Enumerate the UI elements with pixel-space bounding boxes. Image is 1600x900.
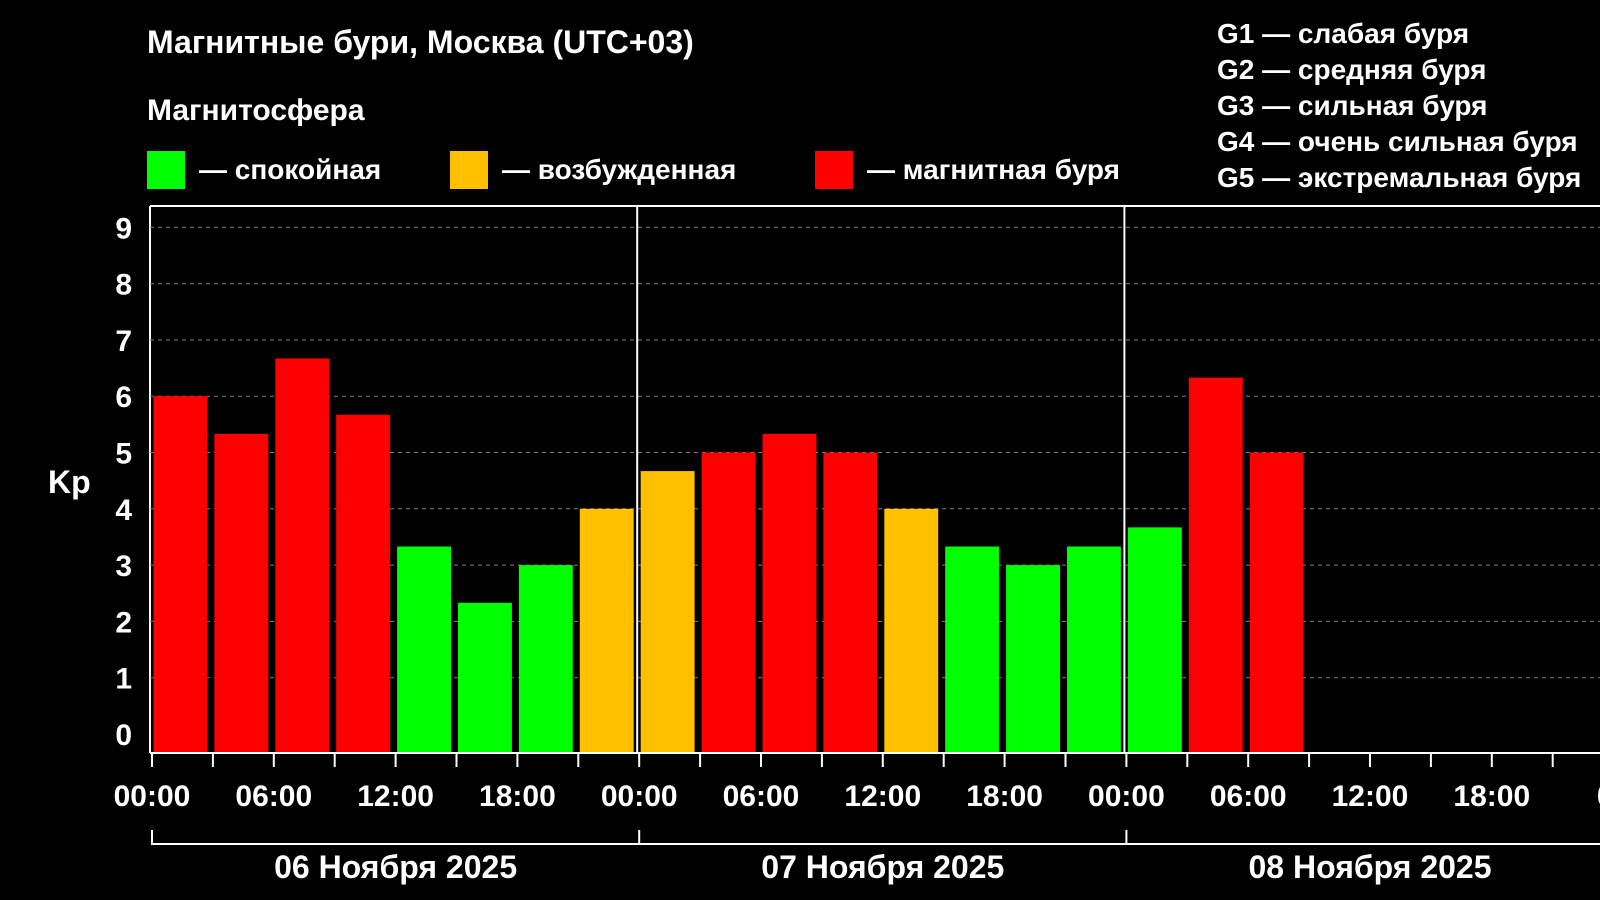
x-tick-label: 00 (1597, 780, 1600, 813)
kp-bar (1006, 565, 1060, 752)
day-label: 08 Ноября 2025 (1248, 849, 1491, 885)
y-tick-label: 7 (115, 325, 132, 358)
day-label: 06 Ноября 2025 (274, 849, 517, 885)
x-tick-label: 06:00 (235, 780, 312, 813)
y-tick-label: 9 (115, 212, 132, 245)
kp-bar (153, 396, 208, 752)
kp-bar (701, 452, 756, 752)
kp-bar (336, 414, 391, 752)
kp-bar (1188, 377, 1243, 752)
x-tick-label: 00:00 (114, 780, 191, 813)
legend-swatch-storm (815, 151, 853, 189)
kp-bar (762, 433, 817, 752)
y-tick-label: 5 (115, 438, 132, 471)
legend-swatch-excited (450, 151, 488, 189)
legend-item-quiet: — спокойная (147, 150, 381, 190)
g3-scale-label: G3 — сильная буря (1217, 90, 1488, 121)
y-tick-label: 2 (115, 606, 132, 639)
g4-scale-label: G4 — очень сильная буря (1217, 126, 1578, 157)
x-tick-label: 12:00 (1332, 780, 1409, 813)
kp-bar (945, 546, 1000, 752)
y-tick-label: 6 (115, 381, 132, 414)
y-tick-label: 3 (115, 550, 132, 583)
x-tick-label: 18:00 (479, 780, 556, 813)
kp-bar (1249, 452, 1304, 752)
chart-title: Магнитные бури, Москва (UTC+03) (147, 24, 694, 60)
y-axis-label: Kp (48, 464, 91, 500)
legend-item-storm: — магнитная буря (815, 150, 1120, 190)
g2-scale-label: G2 — средняя буря (1217, 54, 1487, 85)
x-tick-label: 12:00 (357, 780, 434, 813)
y-tick-label: 1 (115, 663, 132, 696)
y-tick-label: 8 (115, 269, 132, 302)
kp-bar (214, 433, 269, 752)
kp-bar (640, 471, 695, 752)
legend-label-storm: — магнитная буря (867, 154, 1120, 185)
legend-item-excited: — возбужденная (450, 150, 736, 190)
kp-bar (579, 508, 634, 752)
kp-bar (518, 565, 573, 752)
x-tick-label: 18:00 (1453, 780, 1530, 813)
kp-bar (458, 602, 512, 752)
magnetosphere-heading: Магнитосфера (147, 94, 365, 127)
x-tick-label: 06:00 (723, 780, 800, 813)
y-tick-label: 4 (115, 494, 132, 527)
y-tick-label: 0 (115, 719, 132, 752)
kp-bar (397, 546, 451, 752)
kp-bar (823, 452, 878, 752)
g5-scale-label: G5 — экстремальная буря (1217, 162, 1582, 193)
legend-swatch-quiet (147, 151, 185, 189)
kp-bar (884, 508, 939, 752)
g1-scale-label: G1 — слабая буря (1217, 18, 1470, 49)
kp-bar (1067, 546, 1121, 752)
x-tick-label: 00:00 (601, 780, 678, 813)
x-tick-label: 12:00 (844, 780, 921, 813)
kp-bar (275, 358, 330, 752)
x-tick-label: 18:00 (966, 780, 1043, 813)
day-label: 07 Ноября 2025 (761, 849, 1004, 885)
x-tick-label: 00:00 (1088, 780, 1165, 813)
legend-label-quiet: — спокойная (199, 154, 382, 185)
x-tick-label: 06:00 (1210, 780, 1287, 813)
kp-bar (1127, 527, 1182, 752)
storm-scale-legend: G1 — слабая буря G2 — средняя буря G3 — … (1217, 16, 1581, 196)
legend-label-excited: — возбужденная (502, 154, 737, 185)
